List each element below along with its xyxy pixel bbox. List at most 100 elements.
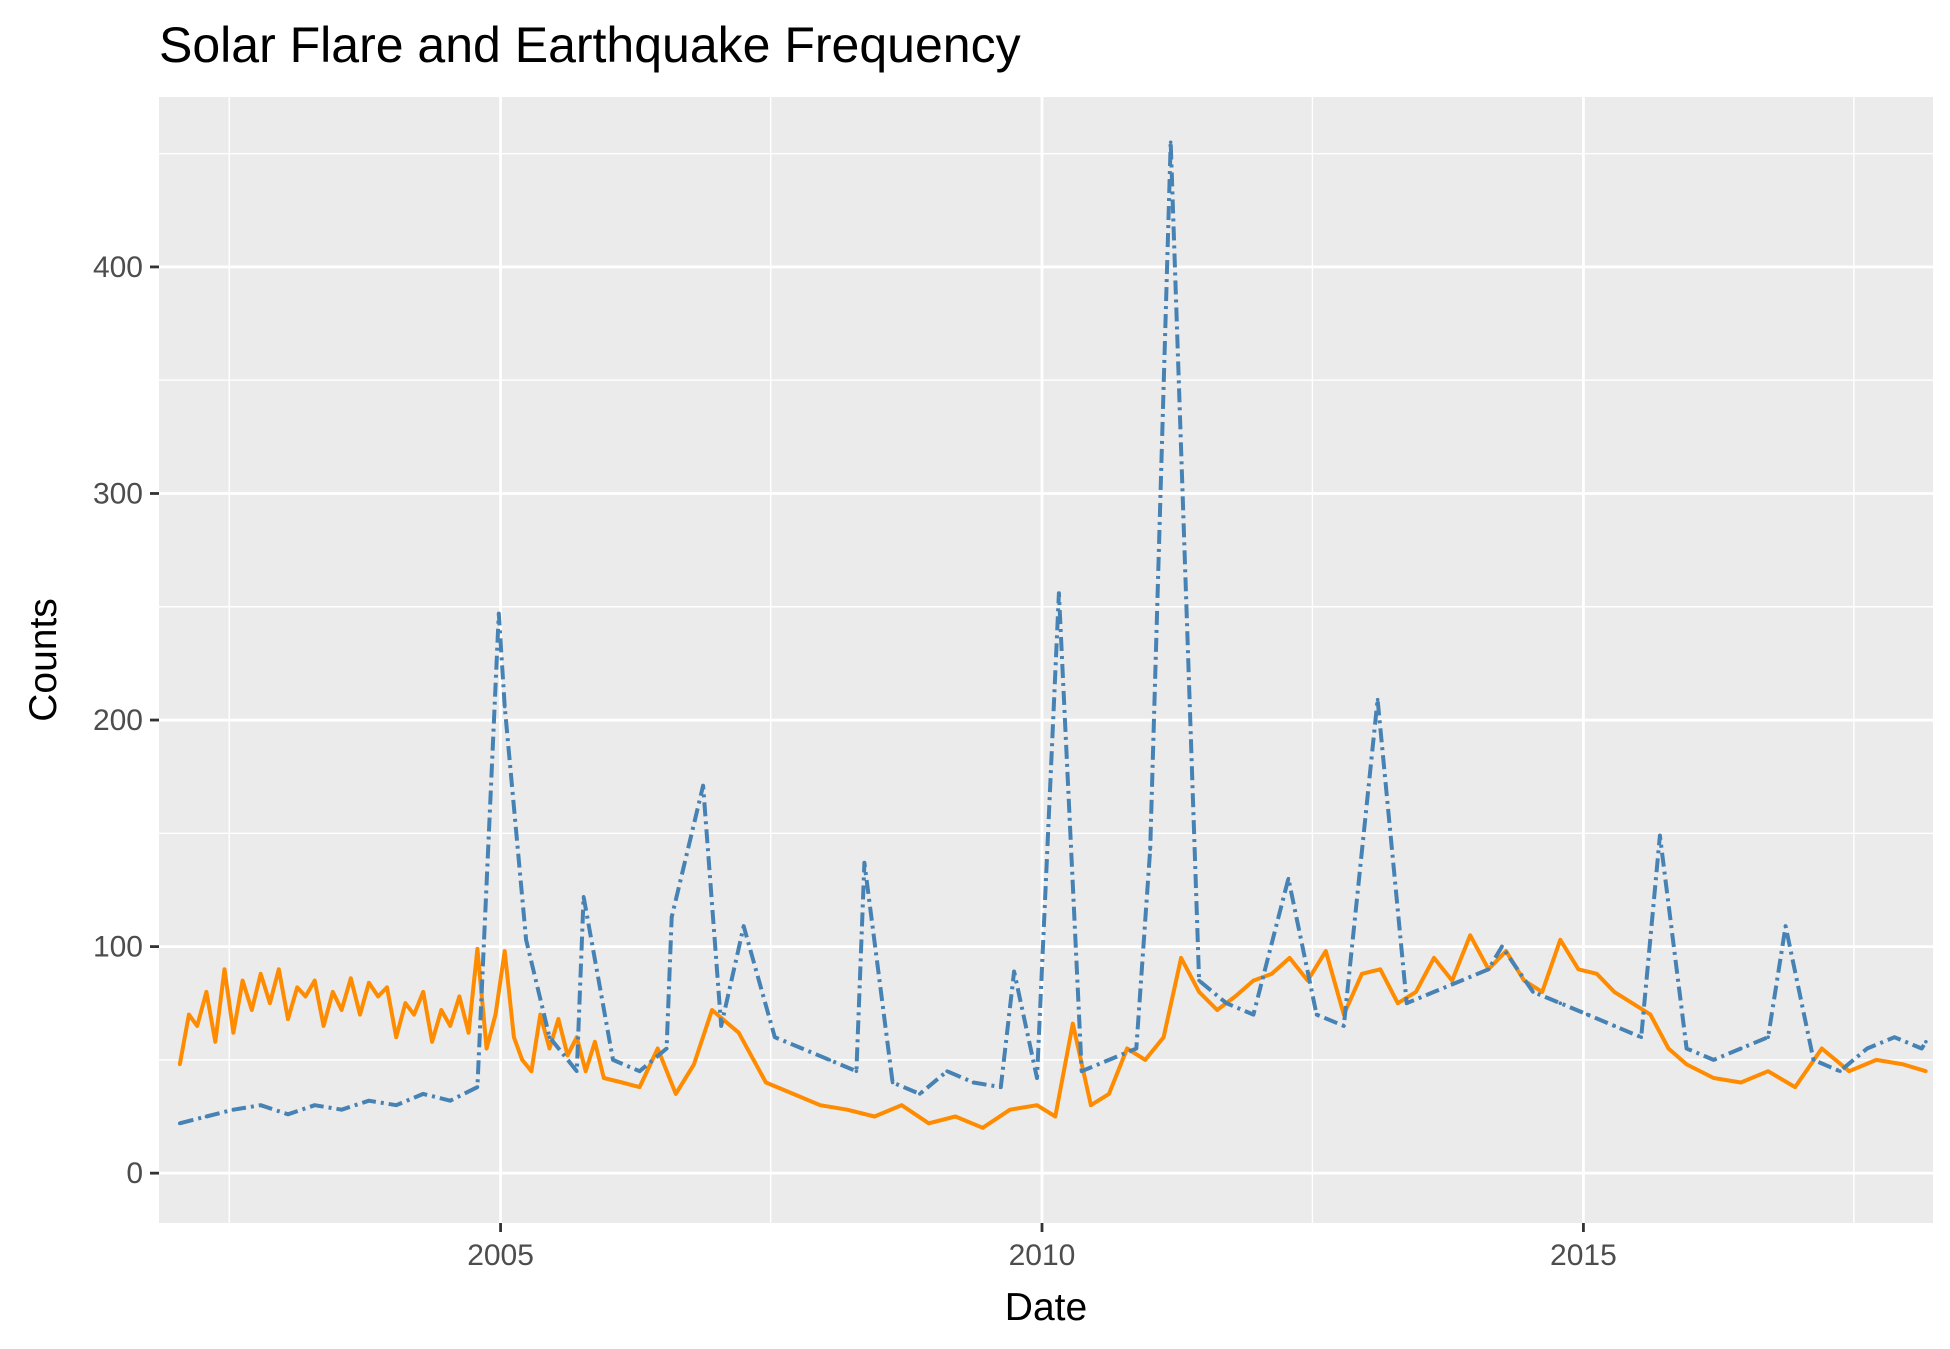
data-point-orange bbox=[674, 1092, 678, 1096]
data-point-orange bbox=[1847, 1069, 1851, 1074]
data-point-blue bbox=[719, 1024, 723, 1028]
data-point-orange bbox=[394, 1035, 399, 1040]
data-point-blue bbox=[1811, 1058, 1816, 1062]
data-point-orange bbox=[1035, 1103, 1039, 1107]
data-point-blue bbox=[1500, 944, 1504, 949]
data-point-orange bbox=[412, 1012, 416, 1017]
data-point-blue bbox=[1766, 1035, 1770, 1040]
data-point-orange bbox=[1197, 990, 1201, 994]
data-point-blue bbox=[611, 1058, 615, 1062]
data-point-orange bbox=[250, 1008, 254, 1012]
data-point-orange bbox=[484, 1046, 489, 1051]
data-point-orange bbox=[1648, 1012, 1653, 1017]
series-layer bbox=[177, 140, 1928, 1130]
data-point-orange bbox=[475, 947, 480, 951]
data-point-orange bbox=[439, 1008, 444, 1012]
x-tick-label: 2010 bbox=[1009, 1239, 1076, 1272]
data-point-blue bbox=[1658, 833, 1662, 838]
data-point-blue bbox=[1314, 1012, 1319, 1017]
data-point-orange bbox=[358, 1012, 362, 1017]
data-point-orange bbox=[899, 1103, 904, 1107]
data-point-blue bbox=[1711, 1058, 1716, 1062]
data-point-blue bbox=[1375, 697, 1380, 702]
data-point-orange bbox=[1612, 990, 1617, 994]
data-point-orange bbox=[258, 971, 263, 976]
data-point-orange bbox=[231, 1030, 236, 1035]
grid-minor bbox=[159, 97, 1933, 1223]
data-point-orange bbox=[339, 1008, 344, 1012]
series-line-blue bbox=[179, 140, 1928, 1126]
data-point-orange bbox=[1269, 971, 1274, 976]
data-point-orange bbox=[1008, 1107, 1012, 1112]
data-point-orange bbox=[529, 1069, 534, 1074]
data-point-blue bbox=[177, 1121, 182, 1126]
data-point-blue bbox=[1924, 1039, 1928, 1044]
axis-ticks bbox=[150, 265, 1585, 1232]
tick-labels: 2005 2010 2015 0 100 200 300 400 bbox=[93, 251, 1617, 1272]
data-point-orange bbox=[538, 1012, 543, 1017]
data-point-orange bbox=[403, 1001, 408, 1006]
data-point-orange bbox=[1215, 1008, 1220, 1012]
data-point-blue bbox=[1224, 1001, 1229, 1006]
data-point-orange bbox=[710, 1008, 714, 1012]
data-point-orange bbox=[1143, 1058, 1147, 1062]
data-point-orange bbox=[286, 1017, 290, 1021]
data-point-blue bbox=[800, 1046, 804, 1051]
data-point-orange bbox=[1396, 1001, 1400, 1006]
y-tick-label: 200 bbox=[93, 704, 143, 737]
data-point-orange bbox=[1540, 990, 1545, 994]
data-point-blue bbox=[1286, 876, 1291, 881]
plot-panel bbox=[159, 97, 1933, 1223]
chart-title: Solar Flare and Earthquake Frequency bbox=[159, 17, 1021, 73]
data-point-blue bbox=[1892, 1035, 1897, 1040]
data-point-orange bbox=[1432, 956, 1436, 960]
y-axis-label: Counts bbox=[22, 598, 65, 722]
data-point-orange bbox=[303, 994, 308, 999]
data-point-orange bbox=[1594, 971, 1599, 976]
data-point-blue bbox=[664, 1046, 669, 1051]
data-point-orange bbox=[1468, 933, 1472, 938]
data-point-orange bbox=[276, 967, 281, 972]
data-point-orange bbox=[1666, 1046, 1671, 1051]
data-point-blue bbox=[1035, 1076, 1039, 1080]
data-point-orange bbox=[187, 1012, 191, 1017]
data-point-orange bbox=[736, 1030, 741, 1035]
data-point-orange bbox=[321, 1024, 326, 1028]
data-point-orange bbox=[430, 1039, 434, 1044]
data-point-blue bbox=[1432, 990, 1436, 994]
data-point-blue bbox=[258, 1103, 263, 1107]
data-point-orange bbox=[1414, 990, 1418, 994]
data-point-blue bbox=[773, 1035, 777, 1040]
data-point-orange bbox=[222, 967, 227, 972]
data-point-orange bbox=[953, 1114, 958, 1119]
x-axis-label: Date bbox=[1005, 1286, 1087, 1329]
data-point-orange bbox=[457, 994, 462, 999]
data-point-orange bbox=[1053, 1114, 1058, 1119]
data-point-orange bbox=[1378, 967, 1383, 972]
data-point-orange bbox=[926, 1121, 931, 1126]
data-point-blue bbox=[669, 915, 674, 919]
data-point-orange bbox=[312, 978, 317, 983]
data-point-orange bbox=[1071, 1021, 1075, 1026]
data-point-orange bbox=[367, 981, 371, 985]
data-point-blue bbox=[1486, 967, 1491, 972]
data-point-blue bbox=[1739, 1046, 1743, 1051]
data-point-orange bbox=[376, 994, 380, 999]
x-tick-label: 2015 bbox=[1550, 1239, 1617, 1272]
data-point-blue bbox=[1342, 1024, 1346, 1028]
x-tick-label: 2005 bbox=[467, 1239, 534, 1272]
data-point-orange bbox=[204, 990, 209, 994]
data-point-blue bbox=[741, 924, 746, 929]
data-point-orange bbox=[791, 1092, 796, 1096]
y-tick-label: 400 bbox=[93, 251, 143, 284]
data-point-orange bbox=[692, 1062, 696, 1067]
data-point-orange bbox=[1089, 1103, 1093, 1107]
data-point-blue bbox=[1459, 978, 1464, 983]
data-point-blue bbox=[367, 1098, 371, 1103]
data-point-orange bbox=[565, 1053, 570, 1058]
data-point-orange bbox=[620, 1080, 624, 1085]
data-point-blue bbox=[1612, 1024, 1617, 1028]
data-point-blue bbox=[581, 894, 586, 899]
data-point-orange bbox=[872, 1114, 877, 1119]
data-point-blue bbox=[890, 1080, 895, 1085]
